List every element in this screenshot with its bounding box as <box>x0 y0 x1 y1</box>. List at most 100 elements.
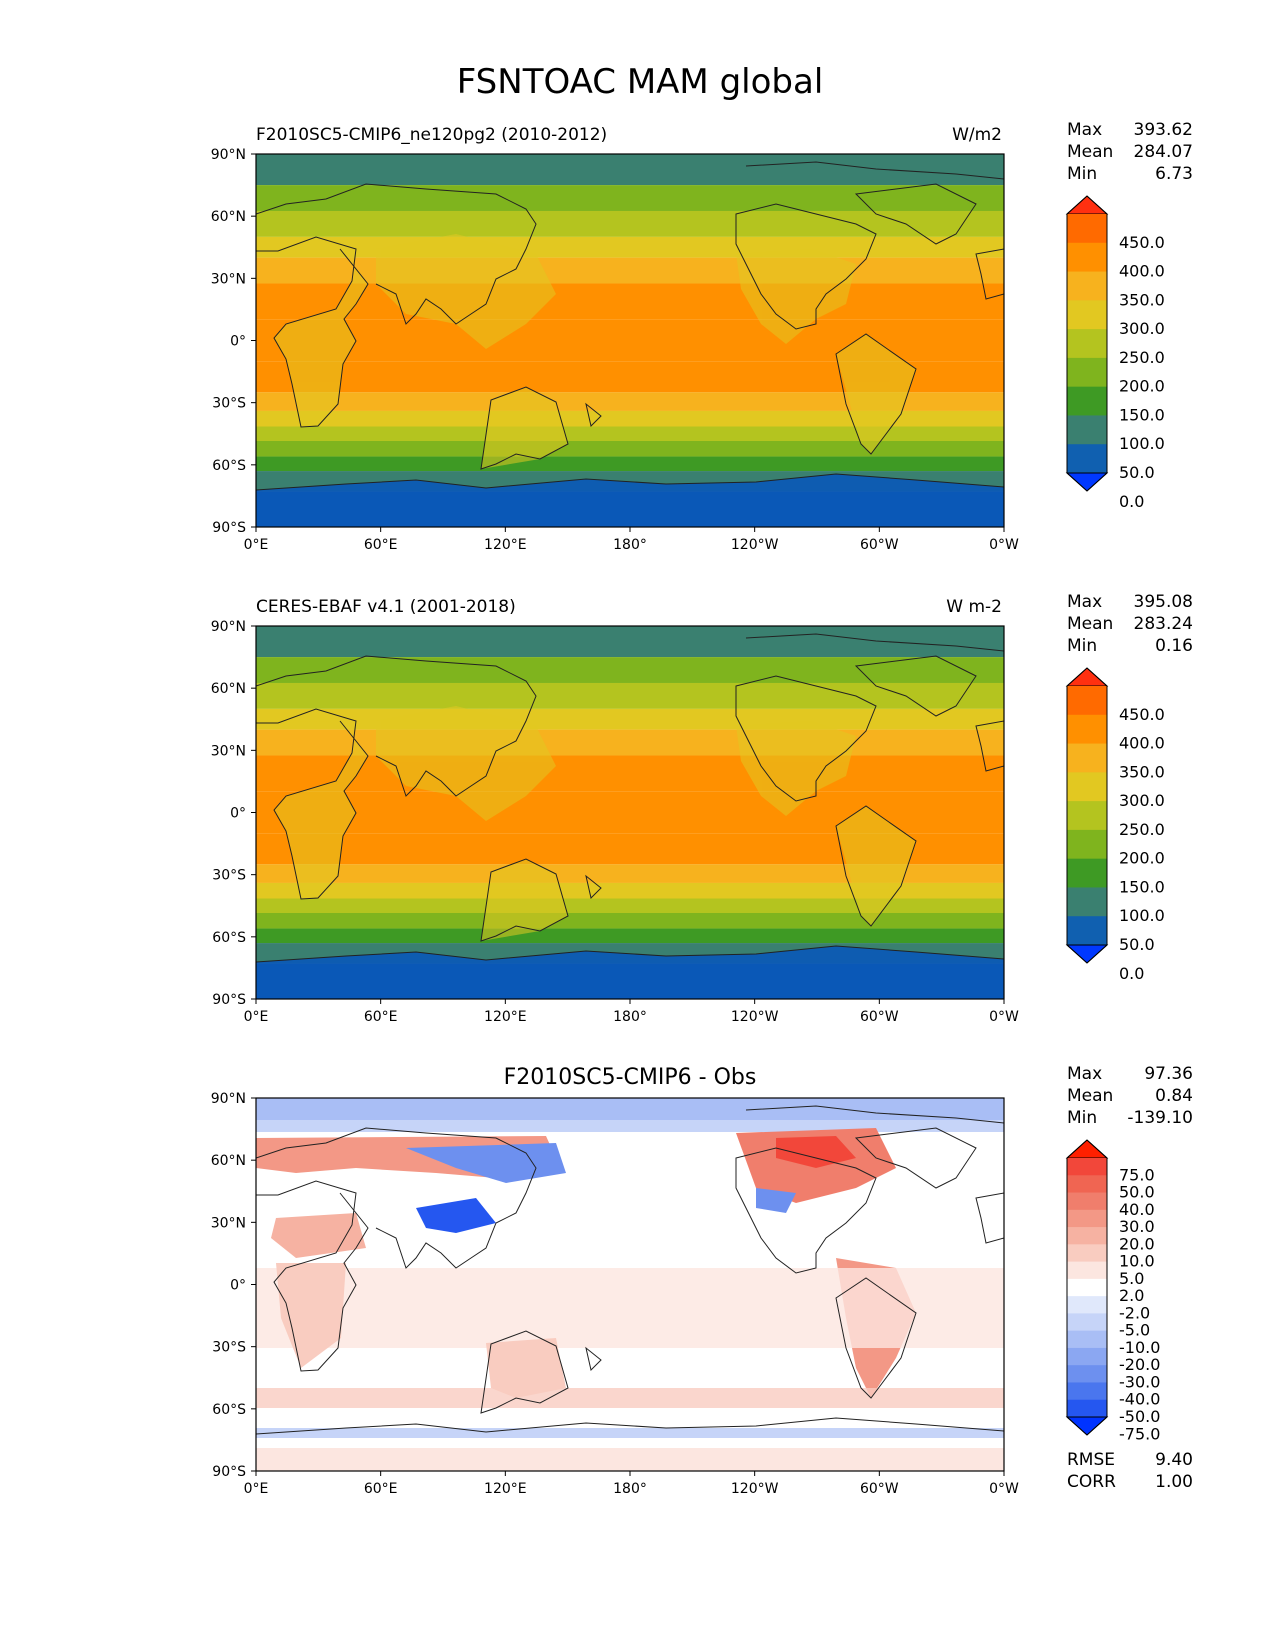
panel-difference: F2010SC5-CMIP6 - Obs <box>211 1064 1193 1497</box>
lon-tick-label: 120°E <box>484 1009 527 1025</box>
colorbar-tick-label: -50.0 <box>1119 1407 1160 1426</box>
colorbar-tick-label: 250.0 <box>1119 348 1165 367</box>
colorbar-tick-label: 0.0 <box>1119 964 1144 983</box>
lon-tick-label: 60°W <box>860 1009 899 1025</box>
colorbar-segment <box>1067 214 1107 244</box>
colorbar-tick-label: 2.0 <box>1119 1286 1144 1305</box>
zonal-band <box>256 657 1004 683</box>
map-plot: 90°N 60°N 30°N 0° 30°S 60°S 90°S0°E 60°E 120°E 18… <box>211 147 1019 553</box>
lon-tick-label: 0°E <box>244 1481 269 1497</box>
lon-tick-label: 60°W <box>860 537 899 553</box>
lat-tick-label: 30°S <box>212 1340 246 1356</box>
colorbar-outline <box>1066 667 1108 964</box>
colorbar-segment <box>1067 887 1107 917</box>
colorbar-tick-label: 300.0 <box>1119 791 1165 810</box>
lon-tick-label: 120°E <box>484 537 527 553</box>
stat-max-value: 393.62 <box>1134 120 1193 140</box>
stat-mean-value: 0.84 <box>1155 1086 1193 1106</box>
stat-min-label: Min <box>1067 164 1097 184</box>
colorbar-segment <box>1067 1227 1107 1245</box>
panel-left-title: F2010SC5-CMIP6_ne120pg2 (2010-2012) <box>256 125 607 145</box>
zonal-band <box>256 185 1004 211</box>
colorbar-tick-label: 20.0 <box>1119 1234 1155 1253</box>
colorbar-extend-min <box>1065 1416 1109 1436</box>
colorbar-tick-label: 40.0 <box>1119 1200 1155 1219</box>
lon-tick-label: 180° <box>613 1481 647 1497</box>
panel-units: W m-2 <box>946 597 1002 617</box>
colorbar-segment <box>1067 829 1107 860</box>
map-plot: 90°N 60°N 30°N 0° 30°S 60°S 90°S0°E 60°E 120°E 18… <box>211 1091 1019 1497</box>
stat-mean-value: 283.24 <box>1134 614 1193 634</box>
stat-mean-value: 284.07 <box>1134 142 1193 162</box>
figure-title: FSNTOAC MAM global <box>457 62 824 102</box>
colorbar-tick-label: 50.0 <box>1119 1183 1155 1202</box>
colorbar: 450.0 400.0 350.0 300.0 250.0 200.0 150.0 100.0… <box>1065 667 1165 983</box>
stats-box: Max 395.08 Mean 283.24 Min 0.16 <box>1067 592 1193 656</box>
map-plot: 90°N 60°N 30°N 0° 30°S 60°S 90°S0°E 60°E 120°E 18… <box>211 619 1019 1025</box>
stat-min-value: 0.16 <box>1155 636 1193 656</box>
colorbar-tick-label: 450.0 <box>1119 233 1165 252</box>
colorbar-segment <box>1067 386 1107 416</box>
lat-tick-label: 60°S <box>212 1402 246 1418</box>
colorbar-tick-label: 30.0 <box>1119 1217 1155 1236</box>
colorbar-tick-label: 75.0 <box>1119 1165 1155 1184</box>
lon-tick-label: 120°W <box>731 537 779 553</box>
colorbar-segment <box>1067 1158 1107 1176</box>
colorbar-segment <box>1067 1347 1107 1366</box>
colorbar-segment <box>1067 1244 1107 1263</box>
colorbar-outline <box>1066 1139 1108 1436</box>
lon-tick-label: 60°E <box>364 537 398 553</box>
stat-max-value: 97.36 <box>1144 1064 1193 1084</box>
colorbar-segment <box>1067 686 1107 716</box>
zonal-bands <box>256 154 1004 527</box>
colorbar-tick-label: 250.0 <box>1119 820 1165 839</box>
zonal-band <box>256 898 1004 914</box>
colorbar-extend-max <box>1065 195 1109 215</box>
lat-tick-label: 90°S <box>212 1464 246 1480</box>
colorbar-tick-label: -10.0 <box>1119 1338 1160 1357</box>
colorbar-tick-label: 200.0 <box>1119 377 1165 396</box>
lat-tick-label: 30°N <box>211 271 246 287</box>
colorbar-segment <box>1067 858 1107 888</box>
lat-tick-label: 0° <box>230 334 246 350</box>
colorbar-segment <box>1067 242 1107 273</box>
stats-box: Max 97.36 Mean 0.84 Min -139.10 <box>1067 1064 1193 1128</box>
rmse-label: RMSE <box>1067 1450 1115 1470</box>
colorbar-extend-max <box>1065 667 1109 687</box>
lat-tick-label: 90°N <box>211 147 246 163</box>
lat-tick-label: 90°N <box>211 1091 246 1107</box>
coastlines <box>256 633 1004 963</box>
colorbar-tick-label: 350.0 <box>1119 762 1165 781</box>
zonal-band <box>256 410 1004 427</box>
colorbar-tick-label: -2.0 <box>1119 1303 1150 1322</box>
panel-left-title: CERES-EBAF v4.1 (2001-2018) <box>256 597 516 617</box>
lat-tick-label: 0° <box>230 1278 246 1294</box>
colorbar-outline <box>1066 195 1108 492</box>
colorbar-tick-label: 350.0 <box>1119 290 1165 309</box>
colorbar-segment <box>1067 743 1107 773</box>
colorbar-segment <box>1067 1209 1107 1228</box>
lat-tick-label: 60°N <box>211 209 246 225</box>
lon-tick-label: 120°W <box>731 1009 779 1025</box>
colorbar-segment <box>1067 801 1107 831</box>
colorbar-segment <box>1067 772 1107 802</box>
land-shading <box>256 234 916 469</box>
colorbar-segment <box>1067 1278 1107 1297</box>
panel-observations: CERES-EBAF v4.1 (2001-2018) W m-2 <box>211 592 1193 1025</box>
lat-tick-label: 0° <box>230 806 246 822</box>
colorbar-segment <box>1067 1313 1107 1332</box>
lon-tick-label: 0°W <box>989 1009 1019 1025</box>
colorbar: 75.050.040.030.020.010.05.02.0-2.0-5.0-1… <box>1065 1139 1160 1443</box>
panel-center-title: F2010SC5-CMIP6 - Obs <box>504 1065 757 1090</box>
colorbar-tick-label: 10.0 <box>1119 1252 1155 1271</box>
lat-tick-label: 60°N <box>211 1153 246 1169</box>
colorbar-tick-label: 400.0 <box>1119 262 1165 281</box>
colorbar-extend-min <box>1065 472 1109 492</box>
zonal-band <box>256 426 1004 442</box>
lat-tick-label: 30°S <box>212 868 246 884</box>
rmse-value: 9.40 <box>1155 1450 1193 1470</box>
colorbar-tick-label: -75.0 <box>1119 1424 1160 1443</box>
zonal-band <box>256 456 1004 472</box>
diff-anomalies <box>256 1098 1004 1471</box>
zonal-band <box>256 210 1004 237</box>
